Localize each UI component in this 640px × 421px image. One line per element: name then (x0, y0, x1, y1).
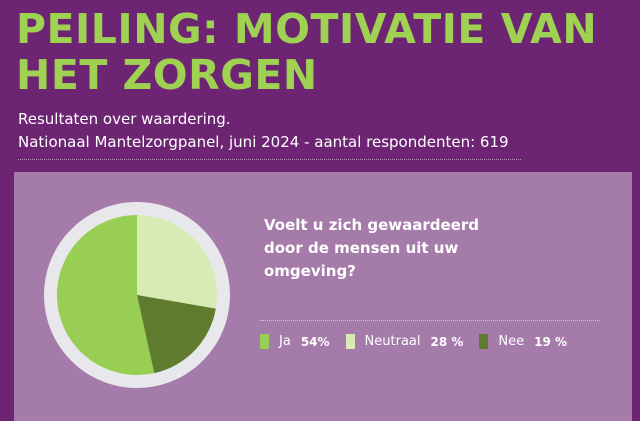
title-line-1: PEILING: MOTIVATIE VAN (16, 5, 598, 53)
title-line-2: HET ZORGEN (16, 51, 318, 99)
legend-item-ja: Ja 54% (260, 334, 330, 349)
card-divider (260, 320, 600, 321)
pie-slice-ja (57, 215, 155, 375)
legend-label: Ja (279, 334, 291, 349)
poll-question: Voelt u zich gewaardeerd door de mensen … (264, 216, 479, 280)
legend-swatch (345, 334, 355, 349)
page-title: PEILING: MOTIVATIE VAN HET ZORGEN (16, 6, 597, 98)
legend-item-neutraal: Neutraal 28 % (345, 334, 464, 349)
pie-chart (44, 202, 230, 388)
legend-label: Nee (498, 334, 525, 349)
pie-chart-container (42, 200, 232, 390)
legend-swatch (260, 334, 269, 349)
legend-value: 54% (300, 334, 330, 349)
legend-swatch (479, 334, 489, 349)
subtitle: Resultaten over waardering. (18, 110, 231, 128)
legend-item-nee: Nee 19 % (479, 334, 567, 349)
pie-slice-nee (137, 295, 216, 374)
header-divider (18, 159, 521, 160)
chart-legend: Ja 54% Neutraal 28 % Nee 19 % (260, 334, 583, 349)
legend-value: 28 % (430, 334, 464, 349)
legend-value: 19 % (534, 334, 568, 349)
pie-slice-neutraal (137, 215, 218, 309)
source-line: Nationaal Mantelzorgpanel, juni 2024 - a… (18, 133, 509, 151)
poll-card: Voelt u zich gewaardeerd door de mensen … (14, 172, 632, 421)
legend-label: Neutraal (364, 334, 421, 349)
